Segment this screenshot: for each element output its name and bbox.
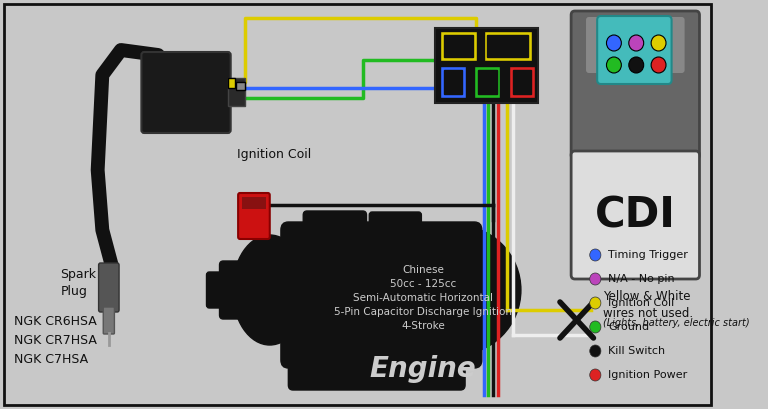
Circle shape	[590, 249, 601, 261]
Bar	[444, 70, 462, 94]
Bar	[484, 31, 532, 61]
Text: Kill Switch: Kill Switch	[279, 252, 343, 265]
Circle shape	[607, 57, 621, 73]
Bar	[440, 66, 466, 98]
Text: (Lights, battery, electric start): (Lights, battery, electric start)	[603, 318, 750, 328]
Text: CDI: CDI	[595, 194, 676, 236]
Bar	[237, 82, 245, 90]
Circle shape	[651, 57, 666, 73]
FancyBboxPatch shape	[303, 211, 366, 249]
Bar	[475, 66, 501, 98]
Text: Engine: Engine	[370, 355, 477, 383]
Text: Ignition Power: Ignition Power	[608, 370, 687, 380]
FancyBboxPatch shape	[571, 151, 700, 279]
Text: Spark
Plug: Spark Plug	[61, 268, 97, 298]
FancyBboxPatch shape	[571, 11, 700, 159]
Circle shape	[607, 35, 621, 51]
FancyBboxPatch shape	[238, 193, 270, 239]
Circle shape	[590, 297, 601, 309]
Text: Timing Trigger: Timing Trigger	[608, 250, 688, 260]
Circle shape	[590, 321, 601, 333]
Text: Chinese
50cc - 125cc
Semi-Automatic Horizontal
5-Pin Capacitor Discharge Ignitio: Chinese 50cc - 125cc Semi-Automatic Hori…	[334, 265, 512, 331]
Text: Ground: Ground	[608, 322, 650, 332]
Bar	[440, 31, 477, 61]
FancyBboxPatch shape	[103, 307, 114, 334]
Ellipse shape	[391, 225, 521, 355]
Circle shape	[651, 35, 666, 51]
FancyBboxPatch shape	[98, 263, 119, 312]
Bar	[228, 78, 235, 88]
Bar	[435, 28, 538, 103]
Circle shape	[590, 369, 601, 381]
Text: Ignition Coil: Ignition Coil	[608, 298, 674, 308]
FancyBboxPatch shape	[598, 16, 671, 84]
Bar	[509, 66, 535, 98]
FancyBboxPatch shape	[281, 222, 482, 368]
Bar	[444, 35, 473, 57]
FancyBboxPatch shape	[586, 17, 684, 73]
Bar	[242, 197, 266, 209]
Bar	[478, 70, 497, 94]
Text: Kill Switch: Kill Switch	[608, 346, 665, 356]
Circle shape	[590, 345, 601, 357]
FancyBboxPatch shape	[207, 272, 240, 308]
FancyBboxPatch shape	[220, 261, 301, 319]
Circle shape	[629, 57, 644, 73]
FancyBboxPatch shape	[288, 335, 465, 390]
Bar	[488, 35, 528, 57]
Text: N/A - No pin: N/A - No pin	[608, 274, 675, 284]
Text: Yellow & White
wires not used.: Yellow & White wires not used.	[603, 290, 693, 320]
FancyBboxPatch shape	[369, 212, 422, 243]
Bar	[512, 70, 531, 94]
Circle shape	[629, 35, 644, 51]
Text: Ignition Coil: Ignition Coil	[237, 148, 312, 161]
Text: NGK CR6HSA
NGK CR7HSA
NGK C7HSA: NGK CR6HSA NGK CR7HSA NGK C7HSA	[14, 315, 97, 366]
FancyBboxPatch shape	[141, 52, 230, 133]
Ellipse shape	[233, 235, 307, 345]
Bar	[228, 78, 245, 106]
Circle shape	[590, 273, 601, 285]
